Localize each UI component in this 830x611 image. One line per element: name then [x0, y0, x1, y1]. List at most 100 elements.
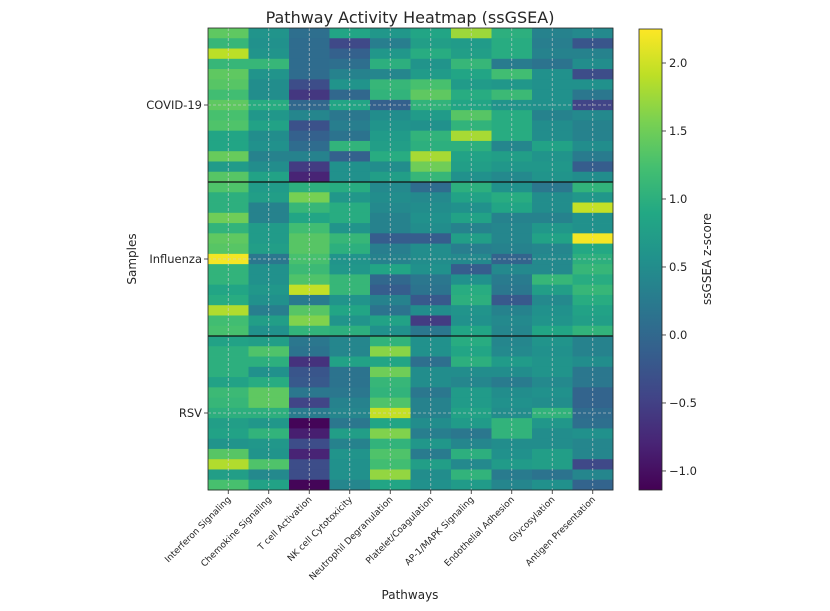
heatmap-cell	[532, 202, 573, 214]
heatmap-cell	[451, 366, 492, 378]
heatmap-cell	[370, 151, 411, 162]
heatmap-cell	[289, 356, 330, 368]
heatmap-cell	[289, 366, 330, 378]
heatmap-cell	[370, 140, 411, 152]
heatmap-cell	[208, 192, 249, 203]
heatmap-cell	[532, 161, 573, 173]
heatmap-cell	[532, 397, 573, 409]
x-tick-label: Interferon Signaling	[163, 495, 233, 565]
heatmap-cell	[370, 171, 411, 183]
heatmap-cell	[532, 192, 573, 203]
x-axis-label: Pathways	[382, 588, 439, 602]
gridlines	[208, 28, 613, 490]
heatmap-cell	[208, 182, 249, 193]
heatmap-cell	[491, 182, 533, 193]
heatmap-cell	[248, 366, 290, 378]
colorbar-ticks: 2.0 1.5 1.0 0.5 0.0 −0.5 −1.0	[662, 56, 697, 478]
chart-title: Pathway Activity Heatmap (ssGSEA)	[266, 8, 555, 27]
heatmap-cell	[572, 130, 614, 142]
heatmap-cell	[329, 356, 371, 368]
heatmap-cell	[410, 336, 452, 347]
heatmap-cell	[208, 397, 249, 409]
heatmap-cell	[208, 356, 249, 368]
heatmap-cell	[370, 202, 411, 214]
heatmap-cell	[208, 161, 249, 173]
heatmap-cell	[572, 325, 614, 337]
group-separators	[208, 181, 613, 337]
heatmap-cell	[248, 346, 290, 357]
heatmap-cell	[370, 366, 411, 378]
heatmap-cell	[289, 387, 330, 398]
heatmap-cell	[572, 356, 614, 368]
heatmap-cell	[208, 346, 249, 357]
heatmap-cell	[289, 171, 330, 183]
heatmap-cell	[532, 336, 573, 347]
heatmap-cell	[289, 325, 330, 337]
heatmap-cell	[370, 192, 411, 203]
heatmap-cell	[248, 151, 290, 162]
heatmap-cell	[370, 161, 411, 173]
heatmap-cell	[451, 336, 492, 347]
heatmap-cell	[410, 387, 452, 398]
heatmap-cell	[532, 140, 573, 152]
heatmap-cell	[410, 161, 452, 173]
heatmap-cell	[451, 151, 492, 162]
heatmap-cell	[208, 140, 249, 152]
heatmap-cell	[451, 171, 492, 183]
heatmap-cell	[370, 182, 411, 193]
heatmap-cell	[491, 171, 533, 183]
colorbar-tick-label: −1.0	[669, 464, 697, 478]
heatmap-cell	[410, 325, 452, 337]
heatmap-cell	[370, 130, 411, 142]
heatmap-cell	[451, 161, 492, 173]
y-axis-ticks: COVID-19 Influenza RSV	[146, 98, 208, 420]
colorbar-tick-label: 1.0	[669, 192, 687, 206]
heatmap-cell	[289, 151, 330, 162]
heatmap-cell	[532, 377, 573, 388]
heatmap-cell	[491, 387, 533, 398]
heatmap-cell	[248, 182, 290, 193]
heatmap-cell	[451, 130, 492, 142]
heatmap-cell	[451, 140, 492, 152]
colorbar-tick-label: −0.5	[669, 396, 697, 410]
heatmap-cell	[572, 171, 614, 183]
heatmap-cell	[289, 202, 330, 214]
heatmap-cell	[410, 377, 452, 388]
x-tick-label: Endothelial Adhesion	[443, 495, 517, 569]
heatmap-cell	[208, 387, 249, 398]
heatmap-cell	[289, 377, 330, 388]
heatmap-cell	[572, 346, 614, 357]
heatmap-cell	[410, 130, 452, 142]
heatmap-cell	[370, 325, 411, 337]
heatmap-cell	[208, 151, 249, 162]
heatmap-cell	[329, 366, 371, 378]
heatmap-cell	[329, 140, 371, 152]
heatmap-cell	[491, 366, 533, 378]
heatmap-cell	[289, 397, 330, 409]
heatmap-cell	[491, 151, 533, 162]
heatmap-cell	[491, 346, 533, 357]
heatmap-cell	[248, 202, 290, 214]
heatmap-cell	[208, 325, 249, 337]
heatmap-cell	[572, 140, 614, 152]
heatmap-cell	[451, 182, 492, 193]
heatmap-cell	[451, 377, 492, 388]
heatmap-cell	[289, 140, 330, 152]
colorbar-tick-label: 0.0	[669, 328, 687, 342]
y-tick-label: RSV	[179, 406, 202, 420]
x-tick-label: Chemokine Signaling	[199, 495, 273, 569]
heatmap-cell	[329, 151, 371, 162]
heatmap-cell	[491, 397, 533, 409]
heatmap-cell	[208, 130, 249, 142]
heatmap-cell	[329, 346, 371, 357]
heatmap-cell	[532, 130, 573, 142]
heatmap-cell	[370, 336, 411, 347]
heatmap-cell	[572, 192, 614, 203]
heatmap-cell	[289, 336, 330, 347]
heatmap-cell	[491, 192, 533, 203]
heatmap-cell	[451, 325, 492, 337]
heatmap-cell	[451, 397, 492, 409]
heatmap-cell	[329, 192, 371, 203]
heatmap-cell	[451, 192, 492, 203]
heatmap-cell	[410, 171, 452, 183]
